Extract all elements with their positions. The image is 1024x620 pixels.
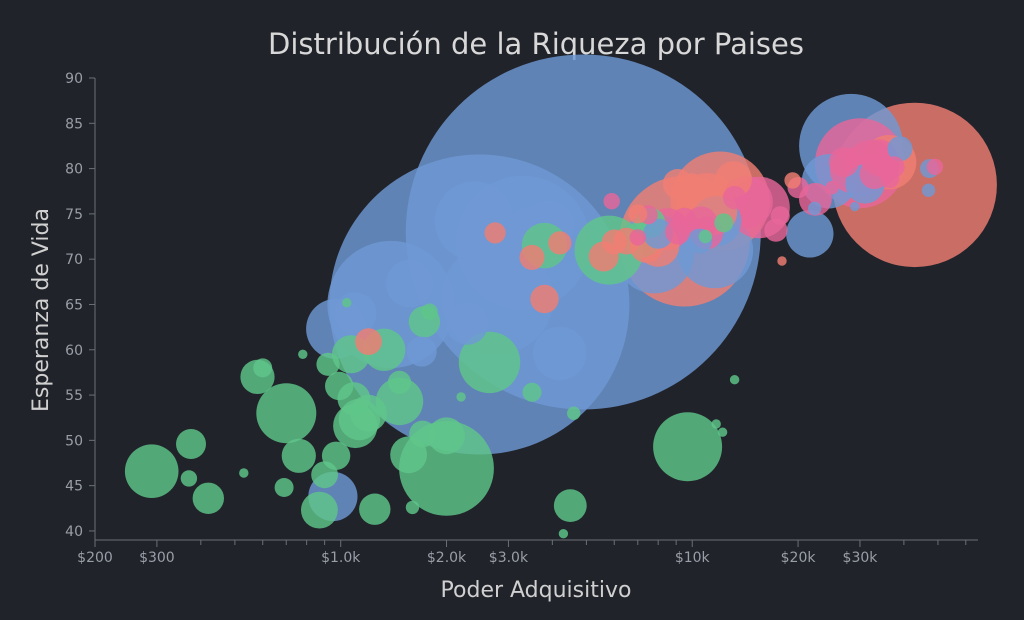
bubble-africa[interactable] — [458, 331, 521, 394]
y-tick-label: 80 — [65, 162, 83, 178]
bubble-europe[interactable] — [723, 186, 747, 210]
bubble-asia[interactable] — [385, 259, 434, 308]
bubble-asia[interactable] — [887, 136, 913, 162]
bubble-africa[interactable] — [176, 429, 206, 459]
bubble-europe[interactable] — [828, 147, 859, 178]
bubble-americas[interactable] — [628, 204, 648, 224]
bubble-africa[interactable] — [522, 382, 542, 402]
bubble-europe[interactable] — [671, 207, 697, 233]
bubble-africa[interactable] — [180, 470, 198, 487]
y-tick-label: 90 — [65, 71, 83, 87]
bubble-africa[interactable] — [359, 493, 391, 525]
bubble-asia[interactable] — [434, 181, 515, 261]
bubble-americas[interactable] — [519, 244, 545, 270]
bubble-africa[interactable] — [281, 438, 316, 473]
y-tick-label: 60 — [65, 343, 83, 359]
bubble-africa[interactable] — [553, 489, 587, 522]
bubble-africa[interactable] — [387, 370, 412, 394]
bubble-africa[interactable] — [298, 349, 308, 359]
bubble-americas[interactable] — [784, 172, 801, 189]
bubble-europe[interactable] — [629, 229, 646, 246]
x-tick-label: $3.0k — [489, 550, 529, 566]
bubble-africa[interactable] — [567, 406, 581, 420]
bubble-africa[interactable] — [239, 468, 249, 478]
bubble-africa[interactable] — [253, 358, 273, 378]
bubble-americas[interactable] — [715, 161, 752, 198]
bubble-africa[interactable] — [729, 375, 740, 385]
y-tick-label: 45 — [65, 479, 83, 495]
bubble-asia[interactable] — [643, 218, 674, 249]
bubble-europe[interactable] — [770, 206, 790, 226]
bubble-africa[interactable] — [405, 500, 420, 515]
bubble-africa[interactable] — [653, 412, 723, 482]
x-tick-label: $200 — [77, 550, 113, 566]
bubble-americas[interactable] — [777, 256, 787, 266]
bubble-americas[interactable] — [548, 231, 572, 255]
bubble-americas[interactable] — [355, 328, 382, 355]
bubble-africa[interactable] — [698, 229, 713, 244]
bubble-africa[interactable] — [456, 392, 466, 402]
bubble-africa[interactable] — [325, 371, 354, 401]
bubble-asia[interactable] — [850, 201, 860, 212]
bubble-asia[interactable] — [446, 302, 489, 345]
bubble-africa[interactable] — [192, 482, 224, 514]
bubbles-layer — [124, 54, 997, 539]
bubble-africa[interactable] — [274, 478, 294, 497]
y-tick-label: 75 — [65, 207, 83, 223]
bubble-asia[interactable] — [786, 210, 834, 258]
x-axis-ticks: $200 $300 $1.0k $2.0k $3.0k $10k $20k $30k — [77, 540, 967, 566]
bubble-africa[interactable] — [301, 491, 338, 529]
y-tick-label: 40 — [65, 524, 83, 540]
x-tick-label: $2.0k — [427, 550, 467, 566]
y-tick-label: 70 — [65, 252, 83, 268]
bubble-africa[interactable] — [375, 377, 424, 426]
bubble-africa[interactable] — [409, 420, 436, 448]
x-tick-label: $10k — [675, 550, 711, 566]
bubble-europe[interactable] — [926, 158, 944, 175]
bubble-asia[interactable] — [808, 201, 822, 216]
bubble-africa[interactable] — [558, 529, 569, 539]
bubble-africa[interactable] — [717, 427, 728, 437]
bubble-africa[interactable] — [316, 352, 340, 376]
bubble-africa[interactable] — [428, 417, 465, 455]
y-tick-label: 50 — [65, 433, 83, 449]
bubble-asia[interactable] — [921, 183, 936, 197]
bubble-africa[interactable] — [256, 383, 317, 444]
x-axis-title: Poder Adquisitivo — [441, 578, 632, 603]
x-tick-label: $1.0k — [321, 550, 361, 566]
bubble-africa[interactable] — [714, 213, 734, 233]
bubble-europe[interactable] — [880, 169, 900, 189]
bubble-africa[interactable] — [342, 298, 352, 308]
bubble-europe[interactable] — [603, 193, 620, 210]
y-tick-label: 65 — [65, 297, 83, 313]
bubble-americas[interactable] — [684, 173, 701, 190]
y-axis-title: Esperanza de Vida — [29, 208, 54, 412]
x-tick-label: $300 — [139, 550, 175, 566]
bubble-americas[interactable] — [484, 222, 506, 244]
bubble-americas[interactable] — [662, 169, 693, 199]
bubble-africa[interactable] — [711, 419, 721, 429]
bubble-africa[interactable] — [421, 303, 438, 320]
bubble-africa[interactable] — [311, 461, 338, 489]
bubble-europe[interactable] — [825, 180, 839, 195]
chart-title: Distribución de la Riqueza por Paises — [268, 27, 804, 61]
x-tick-label: $20k — [781, 550, 817, 566]
bubble-americas[interactable] — [601, 229, 627, 255]
y-axis-ticks: 40 45 50 55 60 65 70 75 80 85 90 — [65, 71, 95, 540]
bubble-asia[interactable] — [533, 326, 587, 381]
y-tick-label: 85 — [65, 116, 83, 132]
y-tick-label: 55 — [65, 388, 83, 404]
bubble-asia[interactable] — [406, 336, 437, 367]
bubble-americas[interactable] — [530, 284, 559, 314]
x-tick-label: $30k — [843, 550, 879, 566]
bubble-africa[interactable] — [124, 444, 179, 499]
